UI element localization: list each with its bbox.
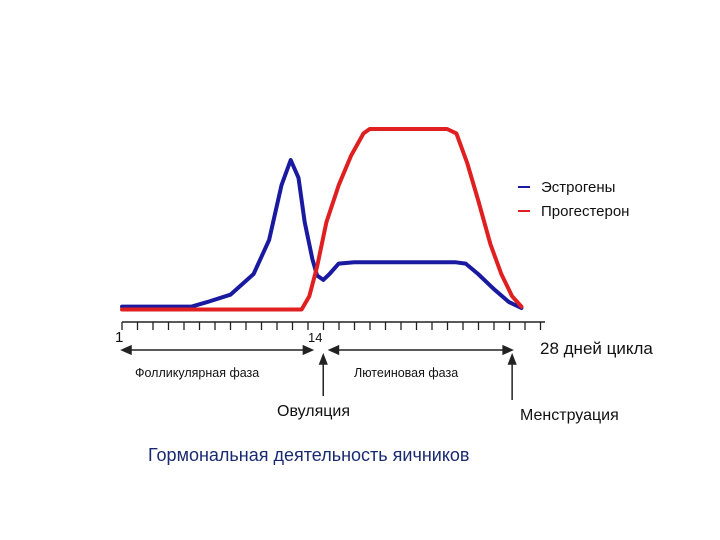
follicular-phase-arrow (120, 344, 315, 356)
progesterone-line (120, 127, 524, 312)
x-mid-label: 14 (308, 330, 322, 345)
menstruation-marker (507, 352, 517, 400)
x-axis-ticks (121, 322, 542, 330)
ovulation-marker (318, 352, 328, 396)
luteal-phase-arrow (327, 344, 514, 356)
legend-label-progesterone: Прогестерон (541, 203, 629, 220)
luteal-phase-label: Лютеиновая фаза (354, 366, 458, 380)
x-start-label: 1 (115, 329, 123, 346)
menstruation-label: Менструация (520, 407, 619, 424)
follicular-phase-label: Фолликулярная фаза (135, 366, 259, 380)
x-end-label: 28 дней цикла (540, 339, 653, 358)
chart-title: Гормональная деятельность яичников (148, 445, 469, 465)
legend-label-estrogen: Эстрогены (541, 179, 615, 196)
ovulation-label: Овуляция (277, 403, 350, 420)
estrogen-line (120, 158, 524, 310)
legend: Эстрогены Прогестерон (518, 179, 629, 220)
